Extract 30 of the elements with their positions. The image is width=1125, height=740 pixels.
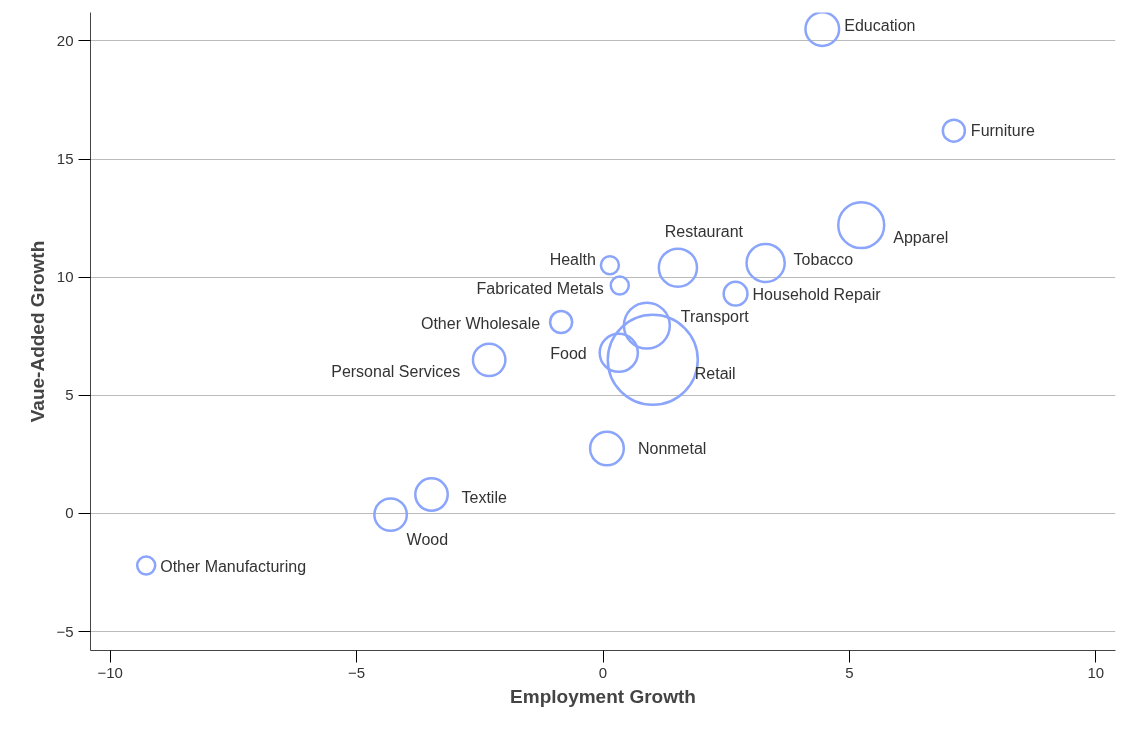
annotation: Other Wholesale [420, 314, 541, 332]
annotation: Education [844, 16, 916, 34]
x-axis-title: Employment Growth [510, 685, 696, 707]
y-tick-label: 10 [56, 268, 74, 286]
y-tick-label: 5 [65, 386, 74, 404]
annotation: Health [549, 250, 596, 268]
annotation: Nonmetal [637, 439, 707, 457]
annotation: Restaurant [664, 223, 744, 241]
y-tick-label: 15 [56, 150, 74, 167]
x-tick-label: −5 [348, 663, 366, 681]
annotation: Fabricated Metals [476, 279, 604, 297]
x-tick-label: 5 [845, 663, 854, 681]
annotation: Food [550, 345, 587, 363]
annotation: Apparel [893, 228, 949, 246]
annotation: Tobacco [793, 251, 854, 269]
y-tick-label: 0 [65, 504, 74, 522]
x-tick-label: 10 [1087, 663, 1105, 681]
annotation: Transport [680, 308, 750, 326]
annotation: Other Manufacturing [160, 557, 307, 575]
annotation: Retail [694, 365, 736, 383]
annotation: Furniture [970, 122, 1035, 140]
annotation: Personal Services [331, 363, 461, 381]
annotation: Household Repair [752, 286, 882, 304]
x-tick-label: −10 [97, 663, 123, 681]
annotation: Textile [461, 489, 507, 507]
y-axis-title: Vaue-Added Growth [27, 240, 49, 423]
y-tick-label: 20 [56, 31, 74, 49]
y-tick-label: −5 [56, 622, 74, 640]
annotation: Wood [406, 531, 449, 549]
x-tick-label: 0 [598, 663, 608, 681]
